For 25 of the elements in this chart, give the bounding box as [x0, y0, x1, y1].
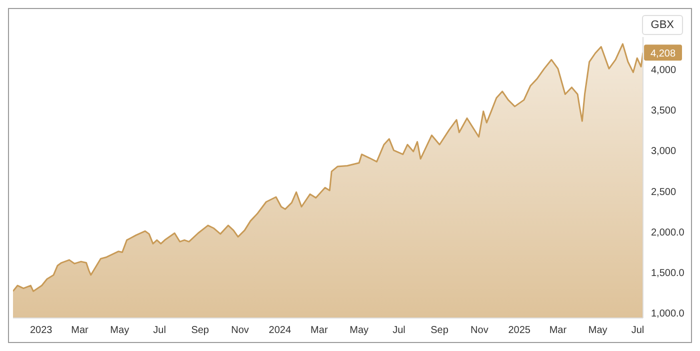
x-tick-label: May [110, 325, 130, 336]
y-tick-label: 3,000 [651, 146, 676, 158]
x-tick-label: 2023 [30, 325, 53, 336]
x-tick-label: Sep [430, 325, 449, 336]
y-tick-label: 3,500 [651, 106, 676, 117]
y-tick-label: 2,500 [651, 186, 676, 198]
y-tick-label: 2,000.0 [651, 227, 685, 238]
x-tick-label: Mar [549, 325, 568, 336]
x-tick-label: Nov [231, 325, 249, 336]
unit-box: GBX [642, 15, 683, 35]
y-tick-label: 4,000 [651, 65, 676, 76]
x-tick-label: Jul [392, 325, 406, 336]
x-tick-label: Jul [153, 325, 166, 336]
x-tick-label: Mar [310, 325, 328, 336]
x-tick-label: Jul [631, 325, 644, 336]
annotation: 4,208 [650, 48, 676, 60]
x-tick-label: May [588, 325, 608, 336]
y-tick-label: 1,500.0 [651, 268, 685, 280]
y-tick-label: 1,000.0 [651, 308, 685, 320]
x-tick-label: Sep [191, 325, 210, 336]
x-tick-label: Mar [71, 325, 90, 336]
x-tick-label: Nov [470, 325, 488, 336]
x-tick-label: 2024 [268, 325, 292, 336]
x-tick-label: 2025 [508, 325, 531, 336]
x-tick-label: May [350, 325, 369, 336]
